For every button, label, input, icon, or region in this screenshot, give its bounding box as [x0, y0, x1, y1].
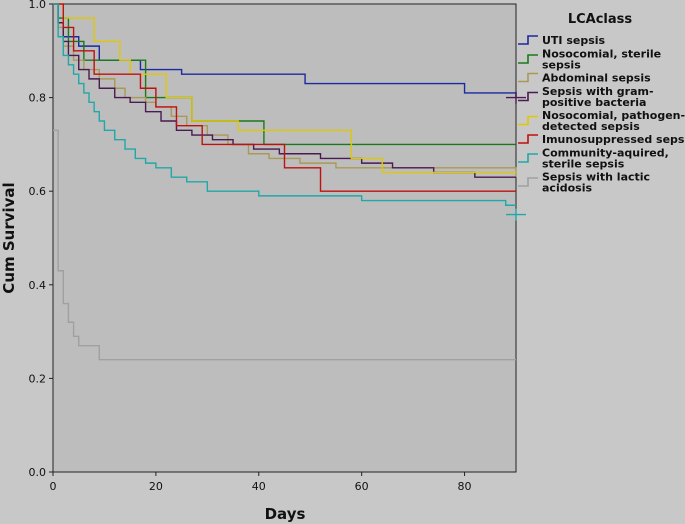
legend-label: Sepsis with gram-: [542, 85, 654, 98]
legend-label: Nosocomial, pathogen-: [542, 109, 685, 122]
y-axis-title: Cum Survival: [0, 182, 18, 293]
x-tick-label: 0: [50, 480, 57, 493]
legend-label: UTI sepsis: [542, 34, 606, 47]
censor-markers: [506, 91, 526, 221]
legend-item-sepsis-with-gram-positive-bacteria: Sepsis with gram-positive bacteria: [518, 85, 654, 109]
plot-background: [52, 3, 517, 473]
y-tick-label: 0.6: [29, 185, 47, 198]
x-axis-title: Days: [265, 505, 306, 523]
y-tick-label: 0.4: [29, 279, 47, 292]
legend-swatch: [518, 91, 538, 102]
x-tick-label: 20: [149, 480, 163, 493]
legend-item-abdominal-sepsis: Abdominal sepsis: [518, 72, 651, 85]
legend-label: Imunosuppressed sepsis: [542, 133, 685, 146]
series-imunosuppressed-sepsis: [53, 3, 516, 192]
x-tick-label: 80: [458, 480, 472, 493]
legend-swatch: [518, 54, 538, 64]
legend-label: Nosocomial, sterile: [542, 48, 661, 61]
legend-item-nosocomial-pathogen-detected-sepsis: Nosocomial, pathogen-detected sepsis: [518, 109, 685, 133]
legend-swatch: [518, 134, 538, 144]
series-sepsis-with-lactic-acidosis: [53, 129, 516, 361]
y-tick-label: 0.2: [29, 372, 47, 385]
legend-swatch: [518, 177, 538, 187]
series-nosocomial-sterile-sepsis: [53, 3, 516, 146]
axes: 0 20 40 60 80 0.0 0.2 0.4 0.6 0.8 1.0: [29, 0, 472, 493]
legend-label: sterile sepsis: [542, 158, 625, 171]
legend-swatch: [518, 72, 538, 83]
y-tick-label: 0.8: [29, 92, 47, 105]
series-nosocomial-pathogen-detected-sepsis: [53, 3, 516, 174]
x-tick-label: 40: [252, 480, 266, 493]
legend-label: positive bacteria: [542, 96, 646, 109]
censor-marker-community-aquired-sterile-sepsis: [506, 208, 526, 221]
legend-label: acidosis: [542, 182, 592, 195]
legend-swatch: [518, 35, 538, 45]
legend-title: LCAclass: [568, 12, 633, 27]
legend-item-imunosuppressed-sepsis: Imunosuppressed sepsis: [518, 133, 685, 146]
legend-label: sepsis: [542, 59, 581, 72]
y-tick-label: 1.0: [29, 0, 47, 11]
y-tick-label: 0.0: [29, 466, 47, 479]
legend-item-uti-sepsis: UTI sepsis: [518, 34, 606, 47]
legend-swatch: [518, 115, 538, 126]
legend-swatch: [518, 153, 538, 163]
legend-label: detected sepsis: [542, 120, 640, 133]
legend-label: Abdominal sepsis: [542, 72, 651, 85]
legend-item-community-aquired-sterile-sepsis: Community-aquired,sterile sepsis: [518, 147, 669, 171]
censor-marker-sepsis-with-gram-positive-bacteria: [506, 91, 526, 104]
legend-label: Sepsis with lactic: [542, 171, 650, 184]
series-community-aquired-sterile-sepsis: [53, 3, 516, 206]
series-layer: [53, 3, 517, 361]
legend-label: Community-aquired,: [542, 147, 669, 160]
x-tick-label: 60: [355, 480, 369, 493]
